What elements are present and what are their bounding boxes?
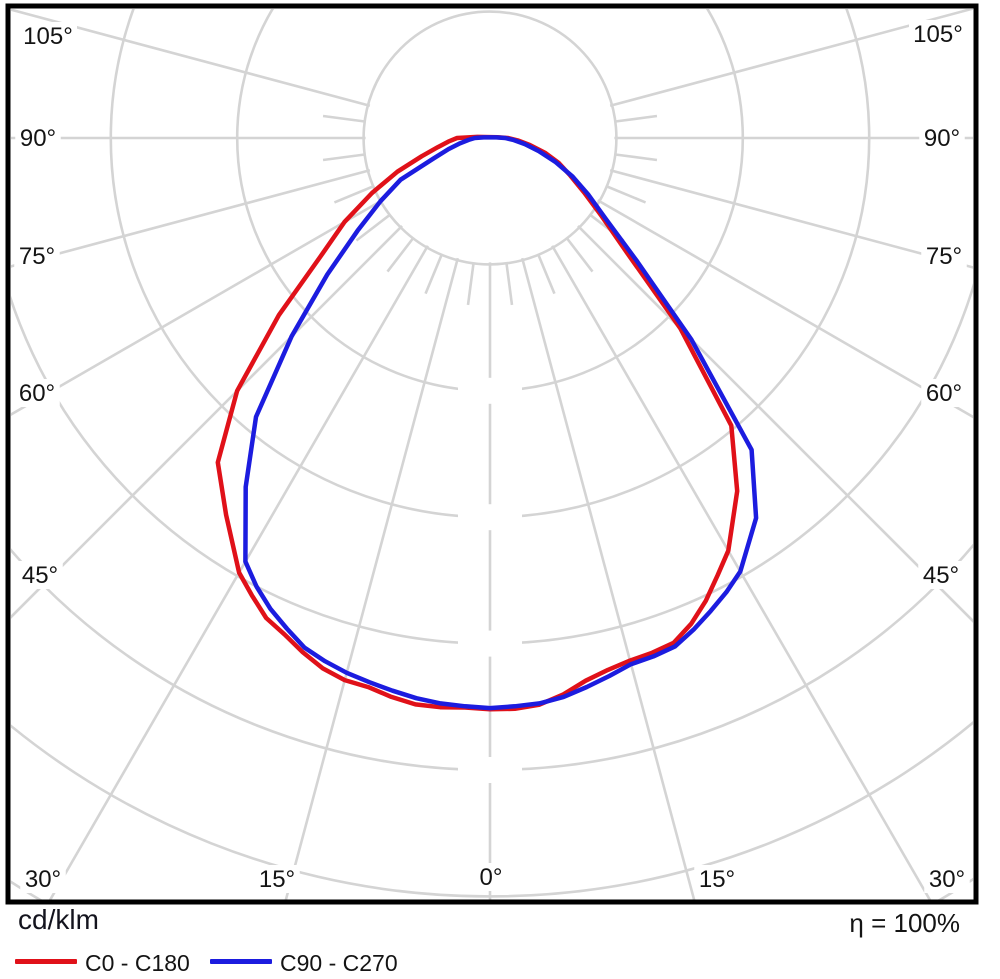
angle-label-mask <box>921 242 967 270</box>
angle-label-mask <box>921 379 967 407</box>
grid-radial-line <box>11 199 383 417</box>
angle-label-mask <box>14 242 60 270</box>
legend-swatch-c90-c270 <box>210 959 272 964</box>
grid-ring <box>362 10 618 266</box>
angle-label-right-1: 90° <box>924 125 960 152</box>
grid-ring <box>11 720 973 898</box>
grid-radial-line <box>551 245 932 900</box>
angle-label-left-3: 60° <box>19 380 55 407</box>
angle-label-left-2: 75° <box>19 243 55 270</box>
grid-radial-line <box>609 168 973 269</box>
angle-label-left-5: 30° <box>25 866 61 893</box>
grid-radial-line <box>597 199 973 419</box>
grid-minor-tick <box>322 114 366 123</box>
angle-label-mask <box>919 124 965 152</box>
legend-label-c90-c270: C90 - C270 <box>280 950 398 976</box>
grid-minor-tick <box>322 153 366 162</box>
grid-radial-line <box>520 257 696 900</box>
plot-border <box>5 3 979 905</box>
grid-minor-tick <box>614 114 658 123</box>
grid-minor-tick <box>614 153 658 162</box>
angle-label-right-0: 105° <box>913 21 963 48</box>
grid-radial-line <box>11 225 403 619</box>
angle-label-mask <box>924 865 970 893</box>
legend-swatch-c0-c180 <box>15 959 77 964</box>
grid-minor-tick <box>505 262 514 306</box>
angle-label-right-3: 60° <box>926 380 962 407</box>
grid-radial-line <box>609 9 973 108</box>
angle-label-left-0: 105° <box>23 23 73 50</box>
curve-c90-c270 <box>243 135 759 711</box>
angle-label-mask <box>918 561 964 589</box>
angle-label-mask <box>20 865 66 893</box>
angle-label-bottom-1: 0° <box>480 864 503 891</box>
grid-minor-tick <box>536 253 556 295</box>
grid-radial-line <box>48 245 429 900</box>
grid-radial-line <box>11 9 371 108</box>
angle-label-left-4: 45° <box>22 562 58 589</box>
ring-label-knockout <box>458 630 522 657</box>
angle-label-bottom-2: 15° <box>699 866 735 893</box>
curve-c0-c180 <box>215 134 740 712</box>
angle-label-mask <box>909 20 967 48</box>
grid-radial-line <box>577 225 973 623</box>
legend-label-c0-c180: C0 - C180 <box>85 950 190 976</box>
grid-minor-tick <box>565 236 594 273</box>
angle-label-mask <box>254 865 300 893</box>
ring-label-knockout <box>458 377 522 404</box>
grid-minor-tick <box>386 236 415 273</box>
angle-label-right-4: 45° <box>923 562 959 589</box>
grid-minor-tick <box>424 253 444 295</box>
angle-label-mask <box>694 865 740 893</box>
angle-label-right-5: 30° <box>929 866 965 893</box>
ring-label-knockout <box>458 504 522 531</box>
angle-label-right-2: 75° <box>926 243 962 270</box>
angle-label-left-1: 90° <box>20 125 56 152</box>
grid-minor-tick <box>355 213 392 242</box>
units-label: cd/klm <box>18 904 99 935</box>
angle-label-mask <box>474 863 508 891</box>
grid-radial-line <box>11 168 371 268</box>
grid-minor-tick <box>605 184 647 204</box>
angle-label-bottom-0: 15° <box>259 866 295 893</box>
angle-label-mask <box>15 124 61 152</box>
grid-minor-tick <box>333 184 375 204</box>
angle-label-mask <box>14 379 60 407</box>
angle-label-mask <box>17 561 63 589</box>
ring-label-knockout <box>458 757 522 783</box>
grid-minor-tick <box>466 262 475 306</box>
grid-ring <box>11 282 973 645</box>
legend: C0 - C180 C90 - C270 <box>15 948 635 978</box>
angle-label-mask <box>19 22 77 50</box>
efficiency-label: η = 100% <box>849 908 960 938</box>
